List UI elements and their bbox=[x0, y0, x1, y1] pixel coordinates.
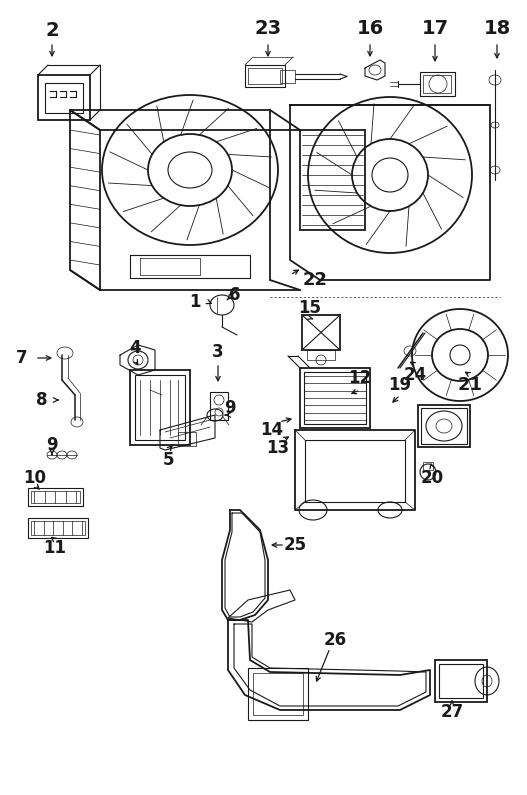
Text: 24: 24 bbox=[403, 366, 427, 384]
Bar bbox=[420, 72, 455, 96]
Bar bbox=[248, 668, 308, 720]
Text: 17: 17 bbox=[422, 18, 448, 37]
Text: 14: 14 bbox=[260, 421, 284, 439]
Text: 15: 15 bbox=[298, 299, 321, 317]
Text: 10: 10 bbox=[24, 469, 46, 487]
Bar bbox=[418, 405, 470, 447]
Bar bbox=[421, 408, 467, 444]
Text: 6: 6 bbox=[229, 286, 241, 304]
Text: 9: 9 bbox=[224, 399, 236, 417]
Text: 8: 8 bbox=[36, 391, 48, 409]
Text: 19: 19 bbox=[388, 376, 412, 394]
Text: 26: 26 bbox=[324, 631, 347, 649]
Bar bbox=[423, 462, 433, 470]
Bar bbox=[31, 491, 80, 503]
Bar bbox=[248, 68, 282, 84]
Bar bbox=[178, 432, 196, 446]
Text: 5: 5 bbox=[162, 451, 174, 469]
Bar bbox=[31, 521, 85, 535]
Text: 20: 20 bbox=[421, 469, 444, 487]
Bar bbox=[280, 70, 295, 83]
Text: 11: 11 bbox=[44, 539, 66, 557]
Text: 7: 7 bbox=[16, 349, 28, 367]
Text: 13: 13 bbox=[267, 439, 289, 457]
Text: 12: 12 bbox=[348, 369, 372, 387]
Text: 4: 4 bbox=[129, 339, 141, 357]
Bar bbox=[302, 315, 340, 350]
Text: 27: 27 bbox=[441, 703, 464, 721]
Bar bbox=[300, 130, 365, 230]
Bar bbox=[307, 350, 335, 360]
Bar bbox=[423, 75, 451, 93]
Text: 16: 16 bbox=[356, 18, 384, 37]
Bar bbox=[135, 375, 185, 440]
Bar bbox=[28, 488, 83, 506]
Text: 1: 1 bbox=[189, 293, 201, 311]
Bar bbox=[45, 83, 83, 113]
Bar bbox=[439, 664, 483, 698]
Bar bbox=[210, 392, 228, 420]
Bar bbox=[245, 65, 285, 87]
Bar bbox=[38, 75, 90, 120]
Bar bbox=[304, 372, 366, 424]
Text: 9: 9 bbox=[46, 436, 58, 454]
Bar bbox=[130, 370, 190, 445]
Text: 22: 22 bbox=[302, 271, 327, 289]
Bar bbox=[300, 368, 370, 428]
Text: 23: 23 bbox=[255, 18, 281, 37]
Bar bbox=[435, 660, 487, 702]
Bar bbox=[28, 518, 88, 538]
Text: 21: 21 bbox=[457, 376, 483, 394]
Text: 25: 25 bbox=[284, 536, 307, 554]
Text: 2: 2 bbox=[45, 21, 59, 40]
Text: 3: 3 bbox=[212, 343, 224, 361]
Text: 18: 18 bbox=[483, 18, 511, 37]
Bar bbox=[253, 673, 303, 715]
